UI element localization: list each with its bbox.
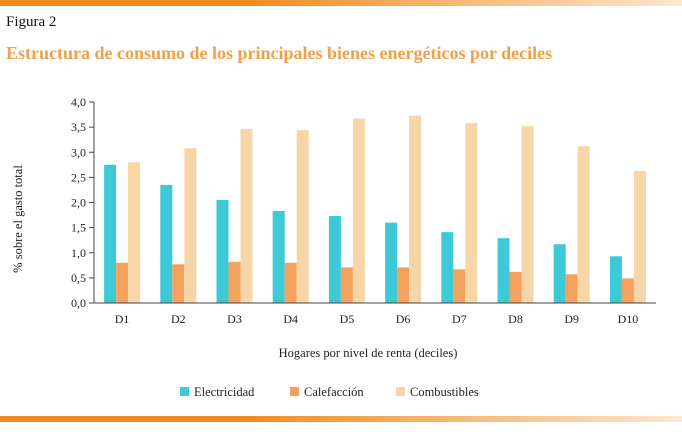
- y-axis-title: % sobre el gasto total: [11, 165, 25, 273]
- x-tick-label: D8: [508, 312, 523, 326]
- y-tick-labels: 0,0 0,5 1,0 1,5 2,0 2,5 3,0 3,5 4,0: [71, 95, 94, 310]
- bar-combustibles-d9: [577, 146, 590, 303]
- bar-calefaccion-d3: [228, 261, 241, 303]
- legend: Electricidad Calefacción Combustibles: [180, 385, 479, 399]
- bar-electricidad-d9: [553, 244, 566, 303]
- y-tick-label: 4,0: [71, 95, 86, 109]
- x-tick-label: D4: [283, 312, 298, 326]
- legend-label-calefaccion: Calefacción: [304, 385, 364, 399]
- x-axis-title: Hogares por nivel de renta (deciles): [279, 346, 458, 360]
- bar-combustibles-d10: [633, 170, 646, 303]
- x-tick-label: D9: [564, 312, 579, 326]
- y-tick-label: 1,5: [71, 221, 86, 235]
- bars: [104, 115, 646, 303]
- bar-combustibles-d1: [128, 162, 141, 303]
- bar-electricidad-d10: [609, 256, 622, 303]
- legend-swatch-calefaccion: [290, 387, 299, 396]
- x-tick-label: D1: [115, 312, 130, 326]
- bar-electricidad-d5: [328, 216, 341, 303]
- legend-swatch-combustibles: [396, 387, 405, 396]
- bar-combustibles-d7: [465, 123, 478, 303]
- bar-calefaccion-d10: [621, 278, 634, 303]
- bar-combustibles-d2: [184, 148, 197, 303]
- y-tick-label: 2,0: [71, 196, 86, 210]
- top-rule: [0, 0, 682, 6]
- bar-electricidad-d2: [160, 184, 173, 303]
- bar-calefaccion-d9: [565, 274, 578, 303]
- bar-calefaccion-d4: [284, 262, 297, 303]
- bar-combustibles-d8: [521, 126, 534, 303]
- bar-calefaccion-d7: [453, 269, 466, 303]
- bar-electricidad-d6: [385, 222, 398, 303]
- bar-calefaccion-d2: [172, 264, 185, 303]
- bar-calefaccion-d6: [397, 267, 410, 303]
- x-tick-label: D6: [396, 312, 411, 326]
- bar-calefaccion-d8: [509, 271, 522, 303]
- bar-electricidad-d7: [441, 232, 454, 303]
- y-tick-label: 2,5: [71, 170, 86, 184]
- y-tick-label: 1,0: [71, 246, 86, 260]
- x-tick-label: D5: [340, 312, 355, 326]
- bar-electricidad-d4: [272, 211, 285, 303]
- legend-swatch-electricidad: [180, 387, 189, 396]
- y-tick-label: 0,5: [71, 271, 86, 285]
- y-tick-label: 0,0: [71, 296, 86, 310]
- x-tick-labels: D1 D2 D3 D4 D5 D6 D7 D8 D9 D10: [115, 312, 638, 326]
- figure-label: Figura 2: [6, 14, 57, 30]
- figure-title: Estructura de consumo de los principales…: [6, 43, 553, 63]
- legend-label-combustibles: Combustibles: [410, 385, 479, 399]
- bar-electricidad-d3: [216, 199, 229, 303]
- bottom-rule: [0, 416, 682, 422]
- x-tick-label: D2: [171, 312, 186, 326]
- y-tick-label: 3,0: [71, 145, 86, 159]
- y-tick-label: 3,5: [71, 120, 86, 134]
- x-tick-label: D10: [618, 312, 639, 326]
- bar-calefaccion-d5: [340, 267, 353, 303]
- bar-combustibles-d6: [409, 115, 422, 303]
- bar-calefaccion-d1: [116, 262, 129, 303]
- bar-combustibles-d3: [240, 129, 253, 303]
- bar-combustibles-d5: [352, 118, 365, 303]
- bar-chart: 0,0 0,5 1,0 1,5 2,0 2,5 3,0 3,5 4,0 D1 D2 D3 D4 D5 D6…: [11, 95, 656, 399]
- legend-label-electricidad: Electricidad: [194, 385, 255, 399]
- x-tick-label: D3: [227, 312, 242, 326]
- bar-electricidad-d8: [497, 238, 510, 303]
- x-tick-label: D7: [452, 312, 467, 326]
- bar-electricidad-d1: [104, 164, 117, 303]
- bar-combustibles-d4: [296, 130, 309, 303]
